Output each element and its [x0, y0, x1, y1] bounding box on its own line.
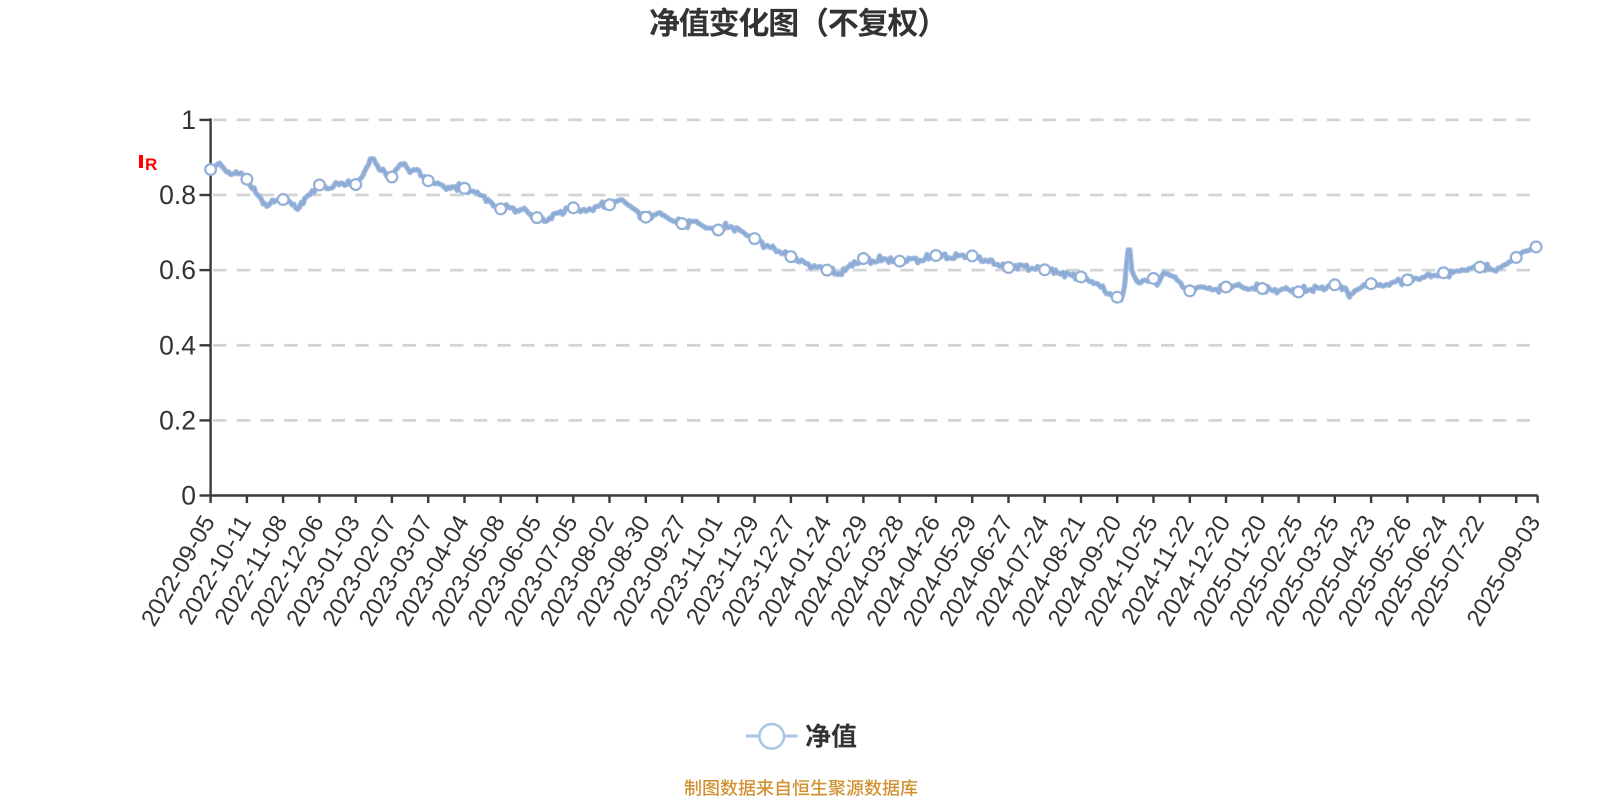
- svg-text:0.6: 0.6: [159, 255, 196, 285]
- svg-text:0.2: 0.2: [159, 405, 196, 435]
- svg-text:0.8: 0.8: [159, 180, 196, 210]
- svg-text:R: R: [145, 155, 157, 174]
- svg-text:1: 1: [181, 105, 196, 135]
- svg-text:0: 0: [181, 481, 196, 511]
- svg-text:0.4: 0.4: [159, 330, 196, 360]
